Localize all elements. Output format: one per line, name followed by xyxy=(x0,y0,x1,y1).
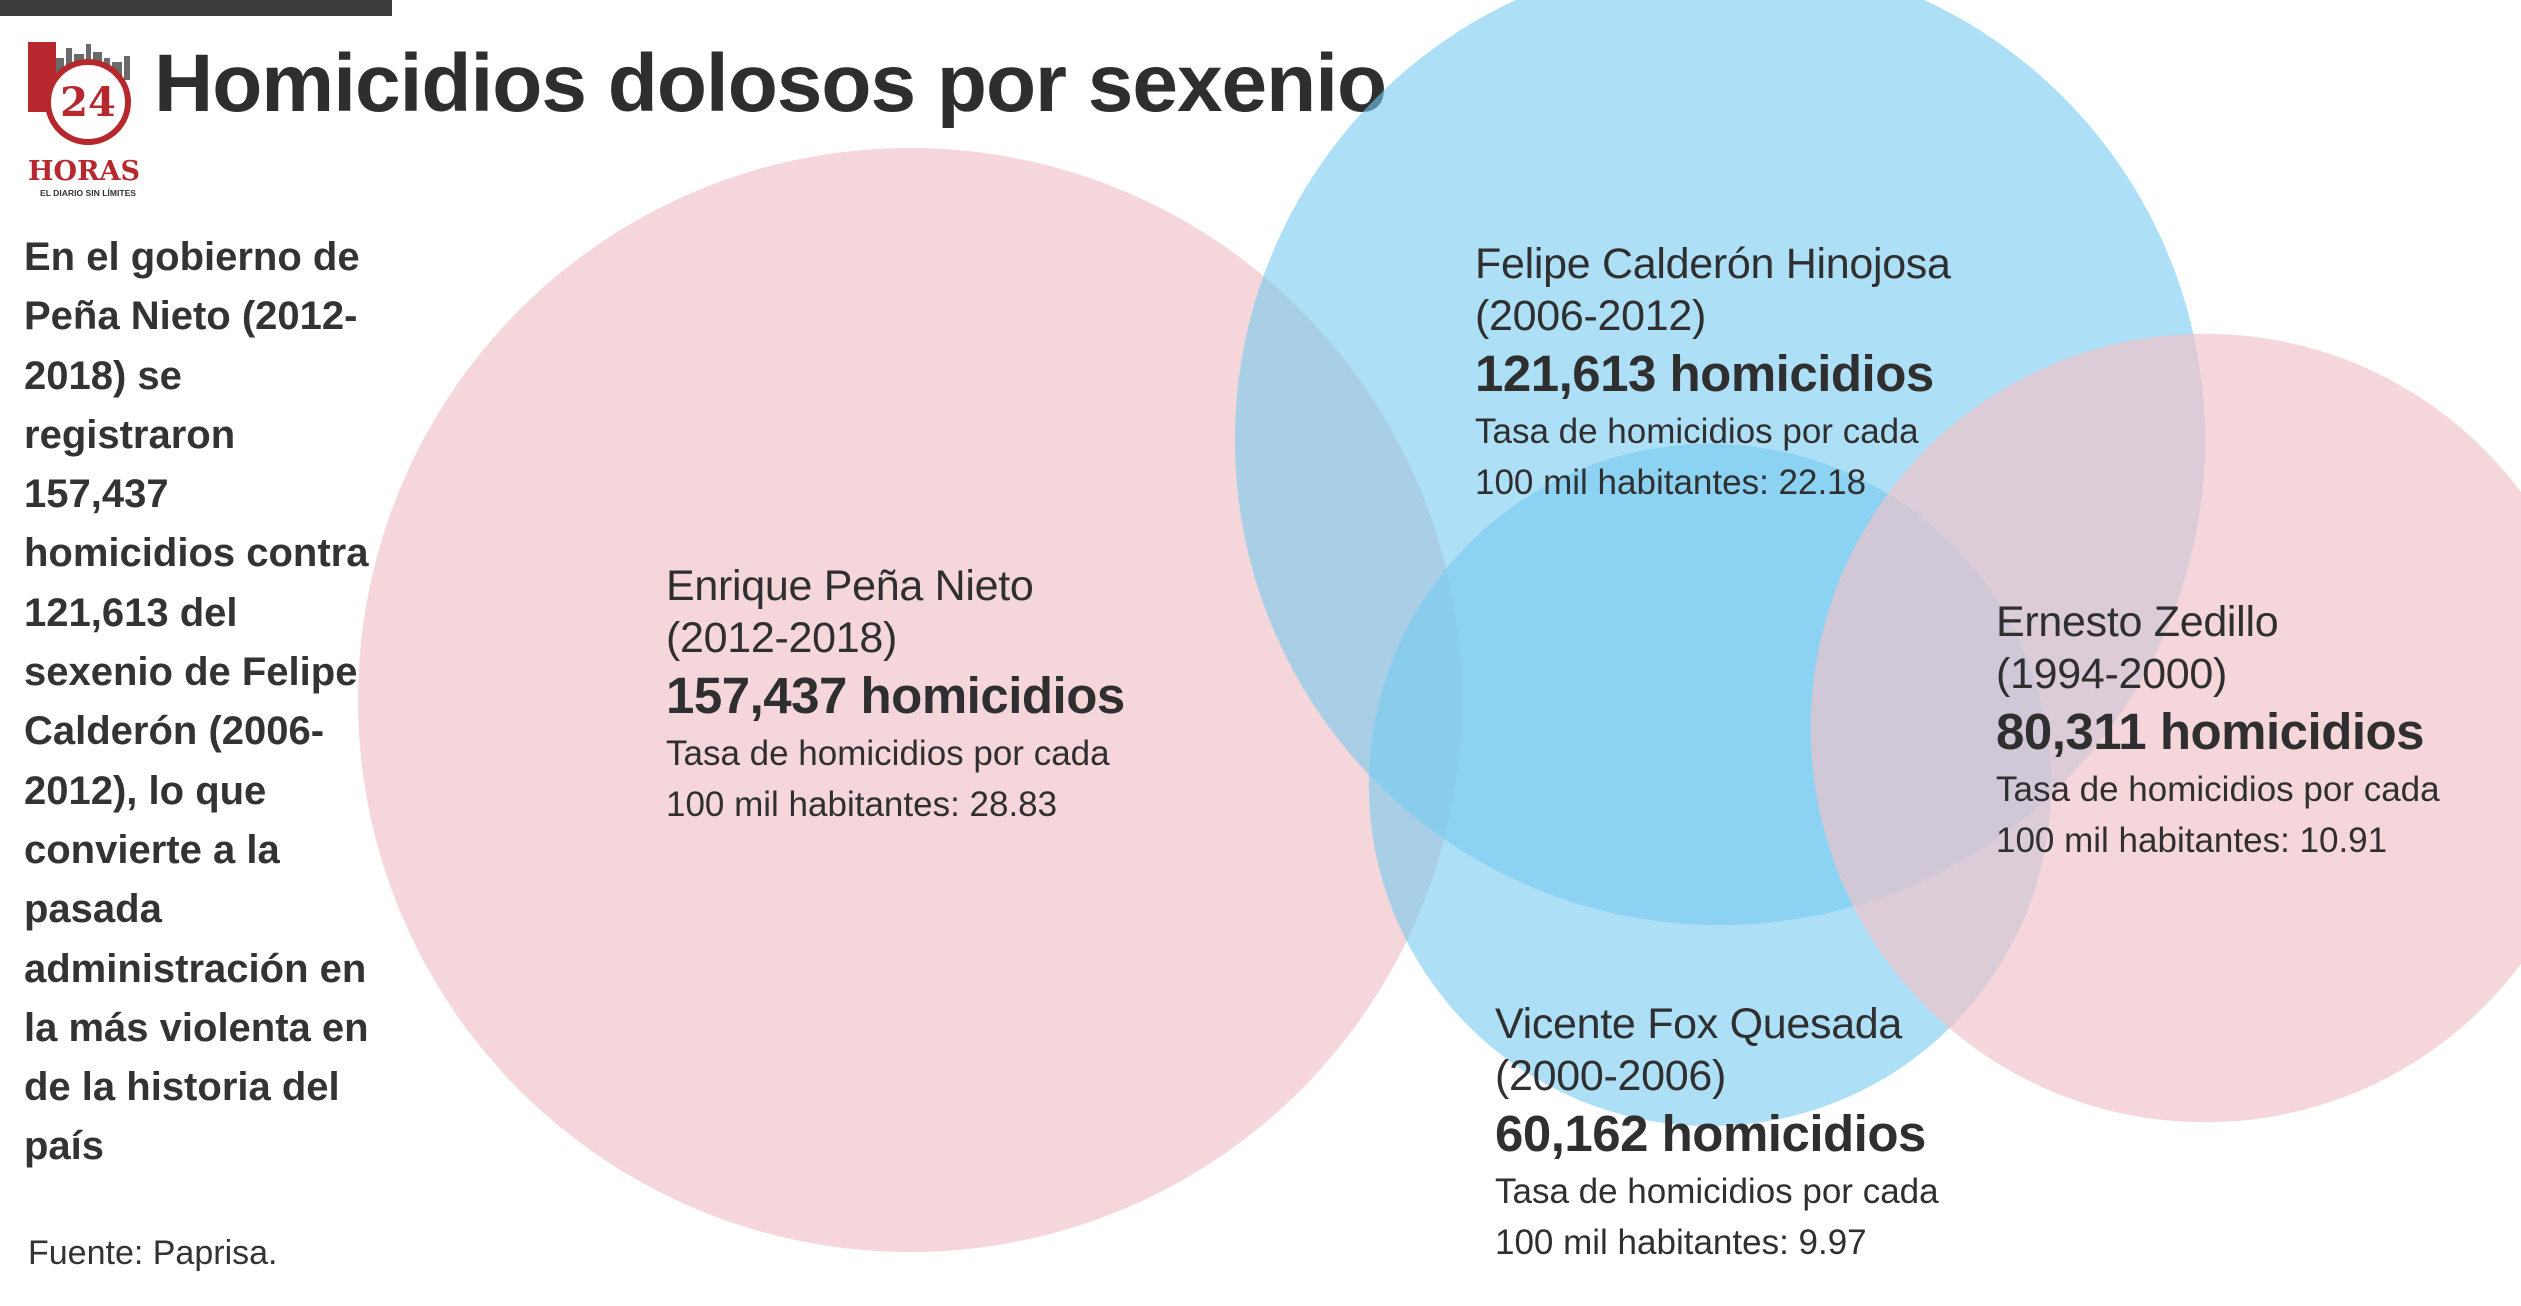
bubble-label-fox: Vicente Fox Quesada (2000-2006) 60,162 hom… xyxy=(1495,998,1939,1268)
rate-label-line1: Tasa de homicidios por cada xyxy=(666,734,1110,773)
source-note: Fuente: Paprisa. xyxy=(28,1234,278,1272)
page-title: Homicidios dolosos por sexenio xyxy=(154,38,1387,129)
top-accent-bar xyxy=(0,0,392,16)
bubble-label-calderon: Felipe Calderón Hinojosa (2006-2012) 121,6… xyxy=(1475,238,1951,508)
24-horas-logo: 24 HORAS EL DIARIO SIN LÍMITES xyxy=(28,42,140,198)
bubble-zedillo xyxy=(1810,333,2521,1123)
bubble-pena-nieto xyxy=(358,148,1462,1252)
period-label: (2000-2006) xyxy=(1495,1052,1726,1100)
logo-tagline: EL DIARIO SIN LÍMITES xyxy=(40,189,137,198)
rate-label-line2: 100 mil habitantes: 22.18 xyxy=(1475,463,1867,502)
rate-label-line1: Tasa de homicidios por cada xyxy=(1996,770,2440,809)
president-name: Enrique Peña Nieto xyxy=(666,562,1034,610)
logo-name: HORAS xyxy=(28,156,140,187)
rate-label-line1: Tasa de homicidios por cada xyxy=(1495,1172,1939,1211)
president-name: Ernesto Zedillo xyxy=(1996,598,2279,646)
intro-paragraph: En el gobierno de Peña Nieto (2012-2018)… xyxy=(24,235,369,1169)
period-label: (2012-2018) xyxy=(666,614,897,662)
rate-label-line1: Tasa de homicidios por cada xyxy=(1475,412,1919,451)
president-name: Felipe Calderón Hinojosa xyxy=(1475,240,1951,288)
rate-label-line2: 100 mil habitantes: 28.83 xyxy=(666,785,1058,824)
bubble-label-zedillo: Ernesto Zedillo (1994-2000) 80,311 homicid… xyxy=(1996,596,2440,866)
homicide-count: 80,311 homicidios xyxy=(1996,703,2425,760)
homicide-count: 157,437 homicidios xyxy=(666,667,1125,724)
bubble-label-pena-nieto: Enrique Peña Nieto (2012-2018) 157,437 hom… xyxy=(666,560,1125,830)
homicide-count: 60,162 homicidios xyxy=(1495,1105,1926,1162)
president-name: Vicente Fox Quesada xyxy=(1495,1000,1903,1048)
logo-number: 24 xyxy=(60,79,116,126)
rate-label-line2: 100 mil habitantes: 9.97 xyxy=(1495,1223,1867,1262)
period-label: (1994-2000) xyxy=(1996,650,2227,698)
period-label: (2006-2012) xyxy=(1475,292,1706,340)
homicide-count: 121,613 homicidios xyxy=(1475,345,1934,402)
rate-label-line2: 100 mil habitantes: 10.91 xyxy=(1996,821,2388,860)
